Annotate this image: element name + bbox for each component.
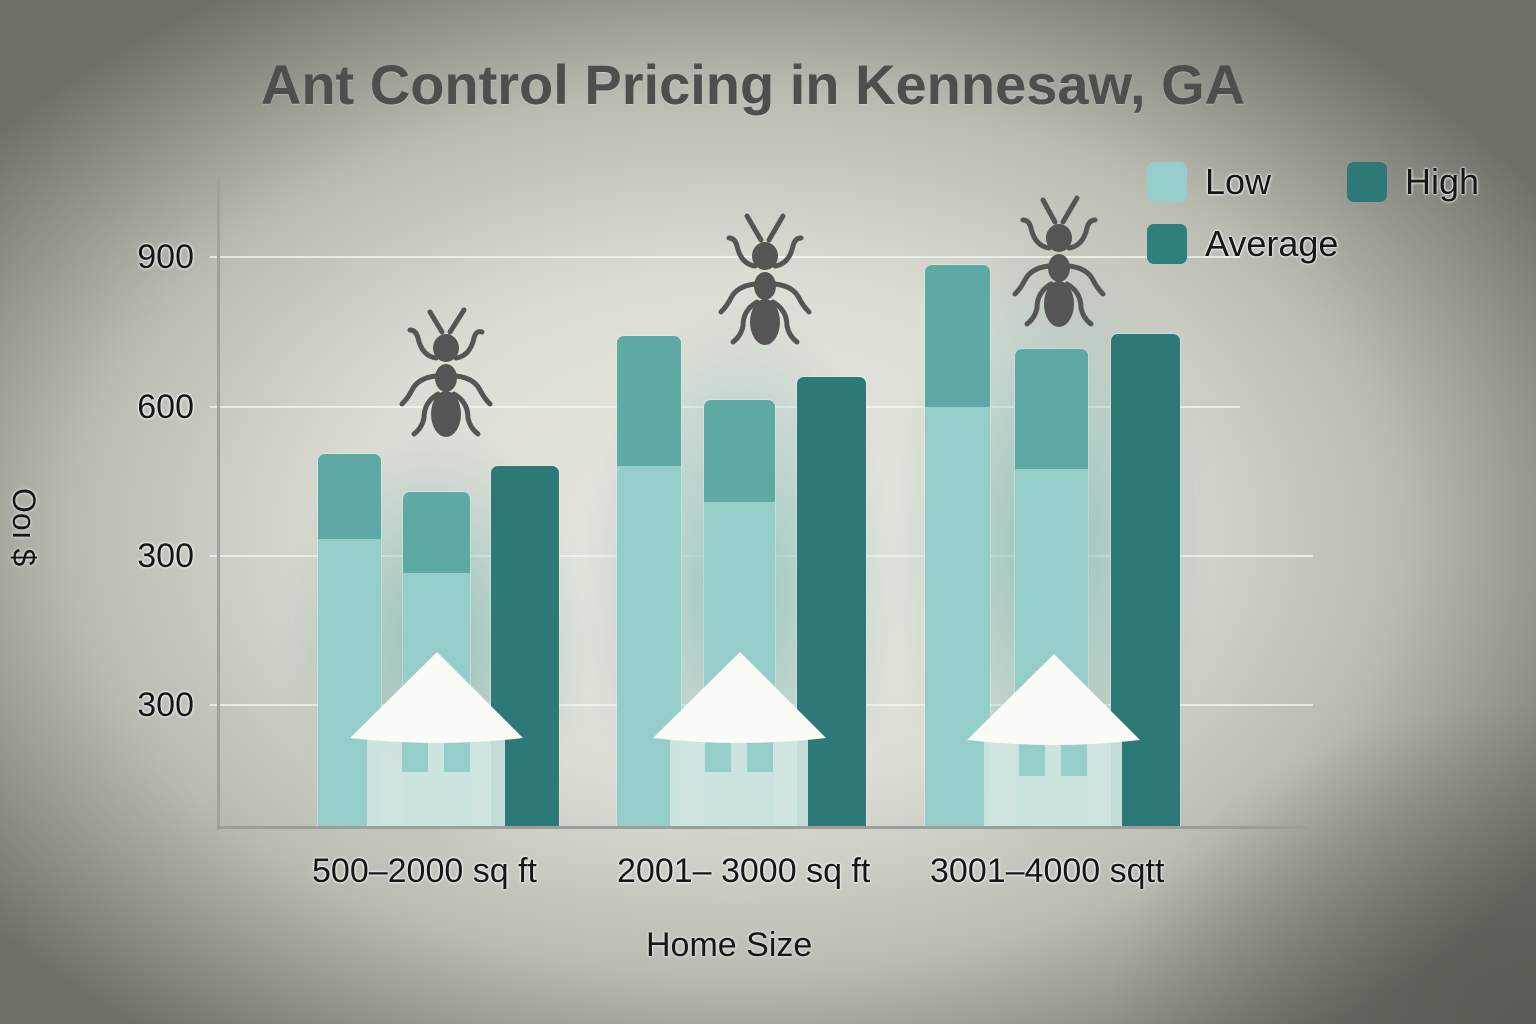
legend-item-low[interactable]: Low — [1147, 161, 1271, 203]
legend-item-high[interactable]: High — [1347, 161, 1479, 203]
house-icon — [350, 652, 523, 828]
bar-segment-average — [925, 265, 990, 407]
gridline-900 — [210, 256, 1240, 258]
legend-label: Average — [1205, 223, 1339, 264]
bar-segment-average — [403, 492, 470, 573]
bar-segment-low — [925, 407, 990, 827]
y-axis-label: Ooı $ — [6, 488, 42, 567]
x-tick-label: 500–2000 sq ft — [312, 852, 537, 890]
ant-icon — [1012, 195, 1106, 327]
x-axis-label: Home Size — [646, 926, 813, 964]
y-tick-label: 900 — [137, 238, 194, 276]
ant-icon — [399, 307, 493, 437]
x-tick-label: 2001– 3000 sq ft — [617, 852, 871, 890]
bar-segment-average — [1015, 349, 1088, 469]
x-axis-line — [217, 826, 1309, 829]
bar-average-low-group1[interactable] — [318, 454, 381, 827]
bar-segment-average — [617, 336, 681, 466]
ant-icon — [718, 213, 812, 345]
house-icon — [967, 654, 1140, 828]
legend-item-average[interactable]: Average — [1147, 223, 1338, 265]
house-icon — [653, 652, 826, 828]
legend-swatch-low — [1147, 162, 1187, 202]
legend-swatch-high — [1347, 162, 1387, 202]
bar-segment-average — [318, 454, 381, 539]
y-tick-label: 300 — [137, 686, 194, 724]
y-tick-label: 600 — [137, 388, 194, 426]
bar-high-group3[interactable] — [1111, 334, 1180, 827]
legend-swatch-average — [1147, 224, 1187, 264]
y-axis-line — [217, 178, 220, 830]
chart-title: Ant Control Pricing in Kennesaw, GA — [260, 53, 1246, 116]
bar-segment-average — [704, 400, 775, 502]
legend-label: Low — [1205, 161, 1272, 202]
x-tick-label: 3001–4000 sqtt — [930, 852, 1165, 890]
bar-average-low-group3[interactable] — [925, 265, 990, 827]
legend-label: High — [1405, 161, 1480, 202]
bar-high-group2[interactable] — [797, 377, 866, 827]
y-tick-label: 300 — [137, 537, 194, 575]
